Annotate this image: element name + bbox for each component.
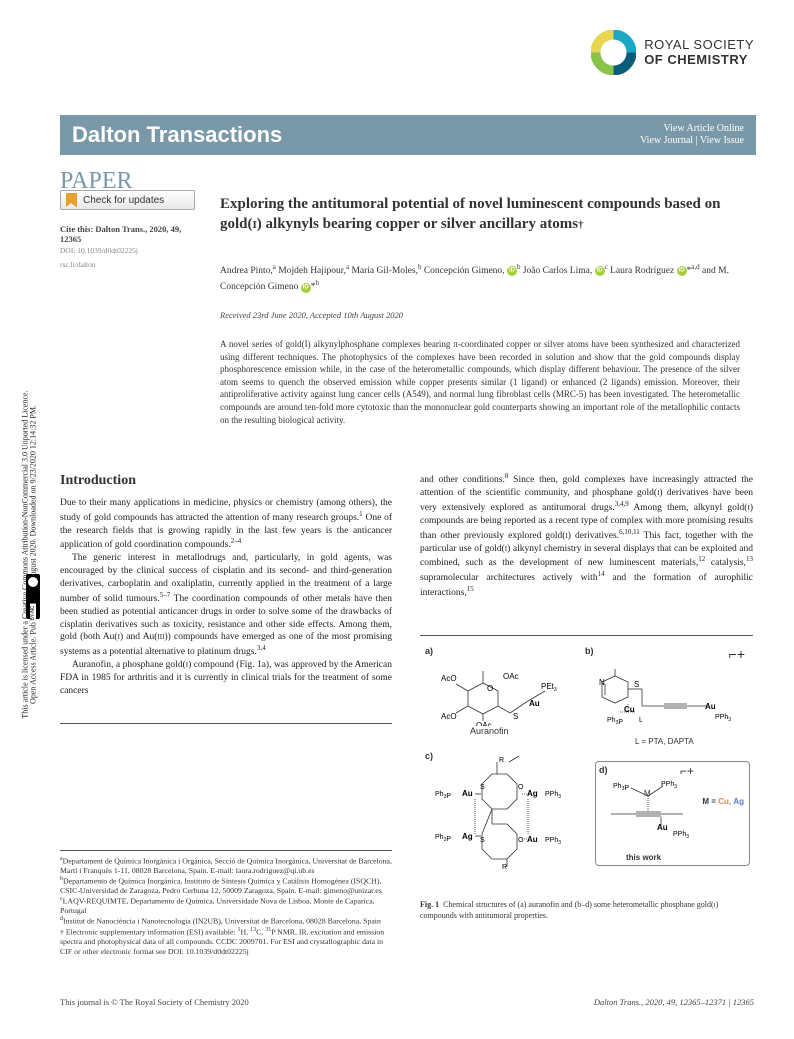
svg-text:AcO: AcO <box>441 712 457 721</box>
journal-banner: Dalton Transactions View Article Online … <box>60 115 756 155</box>
svg-text:S: S <box>513 712 518 721</box>
metal-label: M = Cu, Ag <box>702 797 744 806</box>
rsc-logo-icon <box>591 30 636 75</box>
cite-text: Cite this: Dalton Trans., 2020, 49, 1236… <box>60 224 181 244</box>
section-heading-introduction: Introduction <box>60 472 392 491</box>
svg-text:Au: Au <box>527 835 538 844</box>
esi-note: † Electronic supplementary information (… <box>60 927 392 957</box>
check-updates-button[interactable]: Check for updates <box>60 190 195 210</box>
orcid-icon[interactable] <box>595 266 605 276</box>
ligand-label: L = PTA, DAPTA <box>635 737 694 746</box>
banner-links[interactable]: View Article Online View Journal | View … <box>640 123 744 147</box>
svg-text:S: S <box>480 837 485 844</box>
svg-text:R: R <box>499 757 504 764</box>
svg-text:Ph3P: Ph3P <box>613 783 629 792</box>
svg-text:OAc: OAc <box>503 672 519 681</box>
abstract: A novel series of gold(I) alkynylphospha… <box>220 338 740 426</box>
doi[interactable]: DOI: 10.1039/d0dt02225j <box>60 246 195 255</box>
svg-text:PPh3: PPh3 <box>661 781 677 790</box>
svg-text:L: L <box>639 717 643 724</box>
svg-text:Cu: Cu <box>624 705 635 714</box>
author-list: Andrea Pinto,a Mojdeh Hajipour,a Maria G… <box>220 262 740 295</box>
author-affiliations: aDepartament de Química Inorgànica i Org… <box>60 850 392 956</box>
svg-text:Au: Au <box>529 699 540 708</box>
title-post: ) alkynyls bearing copper or silver anci… <box>257 216 578 232</box>
publisher-name: ROYAL SOCIETY OF CHEMISTRY <box>644 38 754 67</box>
journal-url[interactable]: rsc.li/dalton <box>60 260 96 269</box>
svg-text:O: O <box>518 837 524 844</box>
intro-column-right: and other conditions.8 Since then, gold … <box>420 472 753 600</box>
open-access-sidebar: Open Access Article. Published on 12 Aug… <box>15 169 50 599</box>
cc-by-nc-icon[interactable] <box>26 574 40 619</box>
publisher-logo: ROYAL SOCIETY OF CHEMISTRY <box>591 30 754 75</box>
svg-text:AcO: AcO <box>441 674 457 683</box>
auranofin-label: Auranofin <box>470 726 509 736</box>
publisher-line1: ROYAL SOCIETY <box>644 38 754 52</box>
svg-text:S: S <box>634 680 639 689</box>
fig-caption-text: Chemical structures of (a) auranofin and… <box>420 900 718 920</box>
svg-text:N: N <box>599 678 605 687</box>
bookmark-icon <box>66 193 77 207</box>
svg-text:Ph3P: Ph3P <box>435 834 451 843</box>
svg-text:PPh3: PPh3 <box>545 837 561 846</box>
orcid-icon[interactable] <box>677 266 687 276</box>
svg-text:Ag: Ag <box>527 789 538 798</box>
svg-text:PEt3: PEt3 <box>541 682 557 693</box>
structure-a: a) OAc AcO AcO OAc O S Au PEt3 Auranofin <box>425 646 575 736</box>
article-title: Exploring the antitumoral potential of n… <box>220 195 740 234</box>
citation: Cite this: Dalton Trans., 2020, 49, 1236… <box>60 224 195 244</box>
fig-label: Fig. 1 <box>420 900 439 909</box>
svg-text:PPh3: PPh3 <box>545 791 561 800</box>
svg-text:PPh3: PPh3 <box>715 714 731 723</box>
svg-text:O: O <box>518 784 524 791</box>
journal-title: Dalton Transactions <box>72 122 640 148</box>
svg-text:Au: Au <box>657 823 668 832</box>
intro-p3: Auranofin, a phosphane gold(I) compound … <box>60 659 392 697</box>
check-updates-label: Check for updates <box>83 195 164 206</box>
svg-text:Ph3P: Ph3P <box>607 717 623 726</box>
svg-text:PPh3: PPh3 <box>673 831 689 840</box>
intro-p1: Due to their many applications in medici… <box>60 497 392 553</box>
orcid-icon[interactable] <box>301 283 311 293</box>
affiliation-c: cLAQV-REQUIMTE, Departamento de Química,… <box>60 896 392 916</box>
svg-text:Ag: Ag <box>462 832 473 841</box>
svg-text:M: M <box>644 789 651 798</box>
orcid-icon[interactable] <box>507 266 517 276</box>
oa-license: This article is licensed under a Creativ… <box>21 360 30 750</box>
footer-citation: Dalton Trans., 2020, 49, 12365–12371 | 1… <box>594 997 754 1007</box>
publisher-line2: OF CHEMISTRY <box>644 53 754 67</box>
svg-text:O: O <box>487 684 493 693</box>
svg-text:R: R <box>502 864 507 869</box>
figure-1: a) OAc AcO AcO OAc O S Au PEt3 Auranofin… <box>420 635 753 885</box>
article-dates: Received 23rd June 2020, Accepted 10th A… <box>220 310 740 320</box>
affiliation-d: dInstitut de Nanociència i Nanotecnologi… <box>60 916 392 926</box>
affiliation-b: bDepartamento de Química Inorgánica, Ins… <box>60 876 392 896</box>
label-a: a) <box>425 646 433 656</box>
svg-text:Ph3P: Ph3P <box>435 791 451 800</box>
svg-text:S: S <box>480 784 485 791</box>
svg-text:Au: Au <box>462 789 473 798</box>
affiliation-a: aDepartament de Química Inorgànica i Org… <box>60 856 392 876</box>
view-issue-link[interactable]: View Journal | View Issue <box>640 135 744 146</box>
intro-p4: and other conditions.8 Since then, gold … <box>420 472 753 600</box>
intro-column-left: Introduction Due to their many applicati… <box>60 472 392 724</box>
this-work-label: this work <box>626 853 661 862</box>
intro-p2: The generic interest in metallodrugs and… <box>60 552 392 659</box>
figure-1-caption: Fig. 1 Chemical structures of (a) aurano… <box>420 900 753 921</box>
structure-c: c) R O S O S Au Au Ag Ag Ph3P Ph3P PPh3 … <box>425 751 590 871</box>
structure-d: d) ⌐+ M PPh3 Ph3P Au PPh3 M = Cu, Ag thi… <box>595 761 750 866</box>
footer-copyright: This journal is © The Royal Society of C… <box>60 997 249 1007</box>
structure-b: b) ⌐+ N S Cu Ph3P L Au PPh3 <box>585 646 750 746</box>
footnote-divider <box>60 723 392 724</box>
svg-text:Au: Au <box>705 702 716 711</box>
view-article-link[interactable]: View Article Online <box>664 123 745 134</box>
